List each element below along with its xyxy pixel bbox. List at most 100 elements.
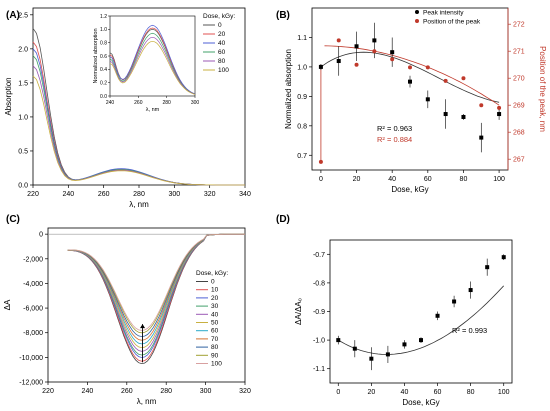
panel-b-y-tick-label: 0.9 bbox=[297, 94, 307, 101]
panel-a-y-tick-label: 0.5 bbox=[18, 148, 28, 155]
panel-d-x-tick-label: 60 bbox=[434, 389, 442, 396]
panel-c-label: (C) bbox=[6, 214, 20, 225]
panel-a-inset-y-tick-label: 0.8 bbox=[100, 40, 107, 46]
panel-d-point bbox=[419, 338, 423, 343]
panel-b-position-point bbox=[461, 76, 466, 81]
panel-b-plot-frame bbox=[311, 7, 509, 171]
panel-c-legend-label-80: 80 bbox=[211, 344, 219, 351]
panel-c-y-tick-label: -12,000 bbox=[19, 380, 43, 387]
panel-a-y-label: Absorption bbox=[4, 77, 13, 115]
panel-b-y-tick-label: 1.1 bbox=[297, 35, 307, 42]
panel-c-series-50 bbox=[67, 233, 245, 349]
panel-b-y2-tick-label: 267 bbox=[513, 157, 525, 164]
panel-b-position-point bbox=[408, 65, 412, 70]
panel-b-legend-position: Position of the peak bbox=[423, 19, 481, 26]
panel-c-series-30 bbox=[67, 233, 245, 356]
panel-a-x-tick-label: 240 bbox=[62, 191, 74, 198]
panel-c-series-70 bbox=[67, 233, 245, 341]
panel-b-r2-position: R² = 0.884 bbox=[377, 135, 412, 144]
panel-b-position-point bbox=[336, 38, 341, 43]
panel-a-x-tick-label: 300 bbox=[168, 191, 180, 198]
panel-b-intensity-point bbox=[354, 44, 359, 49]
panel-b-position-fit bbox=[324, 45, 500, 106]
panel-b: (B) 0 20 40 60 80 100 0.7 0.8 0.9 1.0 1.1 267 268 269 2… bbox=[276, 7, 547, 194]
panel-d-x-tick-label: 80 bbox=[467, 389, 475, 396]
panel-a-inset-x-tick-label: 280 bbox=[162, 100, 171, 106]
panel-a-y-tick-label: 2.0 bbox=[18, 46, 28, 53]
panel-b-y2-tick-label: 270 bbox=[513, 76, 525, 83]
panel-b-y2-tick-label: 268 bbox=[513, 130, 525, 137]
panel-b-legend-intensity: Peak intensity bbox=[423, 10, 464, 17]
panel-c-series-0 bbox=[67, 233, 245, 365]
panel-c-y-label: ΔA bbox=[3, 299, 12, 310]
panel-b-intensity-point bbox=[479, 135, 484, 140]
panel-b-position-point bbox=[372, 49, 377, 54]
panel-b-legend-marker-intensity bbox=[415, 10, 419, 14]
panel-d-x-label: Dose, kGy bbox=[402, 398, 439, 407]
panel-a-label: (A) bbox=[6, 10, 20, 21]
panel-b-y2-label: Position of the peak, nm bbox=[538, 46, 547, 132]
panel-c-y-tick-label: -2,000 bbox=[23, 256, 43, 263]
panel-a-x-label: λ, nm bbox=[129, 200, 149, 209]
panel-a-inset-x-tick-label: 300 bbox=[191, 100, 200, 106]
panel-c-x-tick-label: 280 bbox=[160, 388, 172, 395]
panel-b-intensity-point bbox=[497, 112, 502, 117]
panel-b-x-tick-label: 60 bbox=[424, 176, 432, 183]
panel-b-intensity-point bbox=[425, 97, 430, 102]
panel-c-legend-label-70: 70 bbox=[211, 336, 219, 343]
panel-c-legend-label-0: 0 bbox=[211, 279, 215, 286]
panel-a-y-tick-label: 0.0 bbox=[18, 183, 28, 190]
panel-a-inset-y-tick-label: 1.2 bbox=[100, 14, 107, 20]
panel-a-inset-x-label: λ, nm bbox=[146, 107, 160, 113]
panel-d-y-tick-label: -0.8 bbox=[313, 280, 325, 287]
panel-a-inset-y-tick-label: 0.0 bbox=[100, 94, 107, 100]
panel-a-legend-title: Dose, kGy: bbox=[203, 13, 235, 20]
panel-d-fit bbox=[338, 285, 504, 355]
panel-c-y-tick-label: -4,000 bbox=[23, 281, 43, 288]
panel-d-x-tick-label: 40 bbox=[401, 389, 409, 396]
panel-c-y-tick-label: 0 bbox=[39, 232, 43, 239]
panel-a-inset-y-tick-label: 0.4 bbox=[100, 67, 107, 73]
panel-d-label: (D) bbox=[276, 214, 290, 225]
panel-b-intensity-point bbox=[408, 79, 412, 84]
panel-b-y2-tick-label: 272 bbox=[513, 22, 525, 29]
panel-d-plot-frame bbox=[329, 239, 513, 384]
panel-c-y-tick-label: -10,000 bbox=[19, 355, 43, 362]
panel-c-legend-title: Dose, kGy: bbox=[196, 270, 228, 277]
panel-a-x-tick-label: 260 bbox=[98, 191, 110, 198]
panel-d-point bbox=[452, 299, 457, 304]
panel-d-point bbox=[468, 288, 473, 293]
panel-d-y-tick-label: -1.1 bbox=[313, 366, 325, 373]
panel-a-inset-y-tick-label: 0.2 bbox=[100, 80, 107, 86]
panel-a-x-tick-label: 340 bbox=[239, 191, 251, 198]
panel-b-intensity-point bbox=[390, 50, 395, 55]
panel-c-legend-label-40: 40 bbox=[211, 311, 219, 318]
panel-c-plot-frame bbox=[47, 227, 246, 383]
panel-b-y-label: Normalized absorption bbox=[284, 49, 293, 129]
panel-c-y-tick-label: -6,000 bbox=[23, 306, 43, 313]
panel-d-point bbox=[369, 356, 374, 361]
panel-c-legend-label-90: 90 bbox=[211, 352, 219, 359]
panel-a-inset-series-100 bbox=[109, 40, 196, 95]
panel-b-label: (B) bbox=[276, 10, 290, 21]
panel-c-x-tick-label: 240 bbox=[82, 388, 94, 395]
panel-c-x-tick-label: 320 bbox=[239, 388, 251, 395]
panel-c-y-tick-label: -8,000 bbox=[23, 330, 43, 337]
panel-b-intensity-fit bbox=[320, 51, 500, 103]
panel-c-legend-label-30: 30 bbox=[211, 303, 219, 310]
panel-c-series-90 bbox=[67, 233, 245, 334]
panel-c-series-20 bbox=[67, 233, 245, 358]
panel-d-x-tick-label: 0 bbox=[336, 389, 340, 396]
panel-a-x-tick-label: 220 bbox=[27, 191, 39, 198]
panel-d-point bbox=[385, 352, 390, 357]
panel-b-y-tick-label: 0.7 bbox=[297, 153, 307, 160]
panel-a-y-tick-label: 1.0 bbox=[18, 114, 28, 121]
panel-a-series-100 bbox=[32, 75, 245, 186]
panel-c-x-tick-label: 220 bbox=[42, 388, 54, 395]
panel-d-y-label: ΔA/ΔA₀ bbox=[294, 298, 303, 325]
panel-b-position-point bbox=[390, 57, 395, 62]
panel-d-point bbox=[501, 255, 506, 260]
panel-c-legend-label-20: 20 bbox=[211, 295, 219, 302]
panel-a-y-tick-label: 2.5 bbox=[18, 12, 28, 19]
panel-d-y-tick-label: -0.7 bbox=[313, 252, 325, 259]
